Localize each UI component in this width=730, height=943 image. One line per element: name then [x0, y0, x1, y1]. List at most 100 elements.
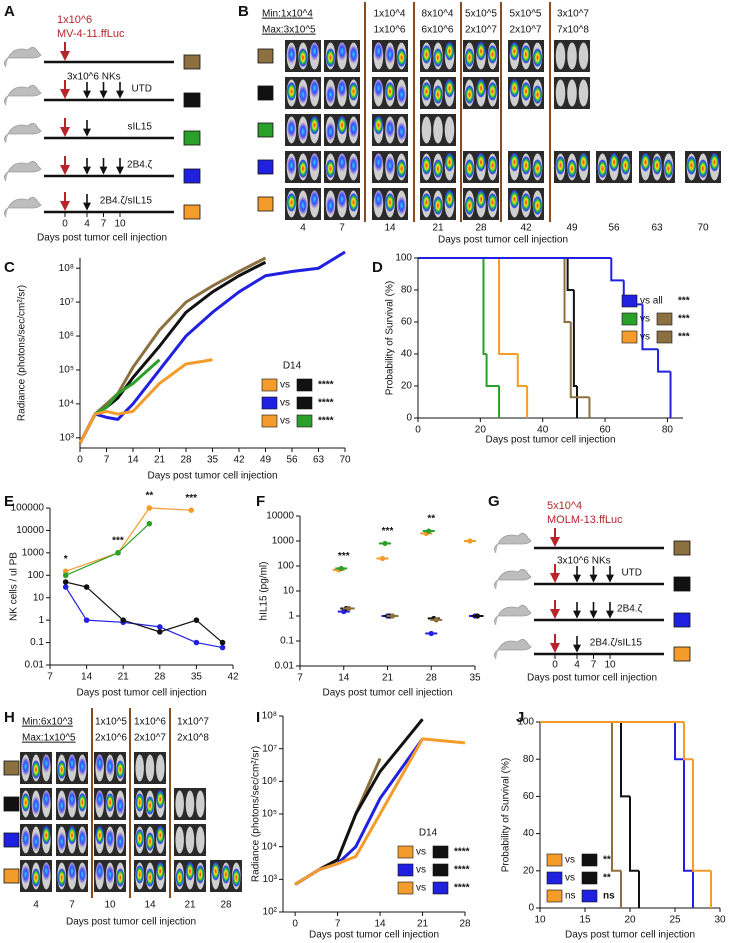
group-swatch [673, 540, 691, 556]
signal [156, 861, 165, 881]
y-tick-label: 10⁵ [262, 809, 277, 820]
mouse [196, 826, 205, 854]
survival-step [572, 290, 577, 387]
y-tick-label: 60 [523, 791, 535, 802]
x-tick-label: 35 [469, 673, 481, 684]
y-tick-label: 10000 [266, 511, 294, 522]
group-label: 2B4.ζ [617, 604, 643, 615]
signal [286, 155, 297, 175]
survival-step [611, 722, 621, 872]
y-tick-label: 10⁸ [262, 711, 277, 722]
mouse [567, 79, 577, 107]
mouse [421, 116, 432, 144]
point [379, 555, 386, 562]
x-tick-label: 25 [669, 915, 681, 926]
mouse [555, 79, 566, 107]
mouse-icon [4, 123, 42, 144]
x-tick-label: 28 [459, 919, 471, 930]
group-label: 2B4.ζ [127, 160, 153, 171]
y-tick-label: 10⁷ [262, 743, 277, 754]
group-swatch [257, 85, 274, 101]
survival-step [566, 258, 574, 291]
x-tick-label: 49 [260, 455, 272, 466]
signal [78, 828, 87, 849]
legend-significance: **** [318, 380, 334, 391]
mouse-icon [4, 161, 42, 182]
signal [57, 868, 66, 888]
signal [67, 753, 77, 773]
legend-significance: ** [603, 873, 611, 884]
x-tick-label: 28 [154, 672, 166, 683]
series-line [78, 358, 161, 444]
point [382, 540, 388, 547]
signal [385, 81, 395, 101]
signal [476, 152, 486, 172]
panel-label: F [256, 493, 265, 510]
group-label: UTD [131, 84, 152, 95]
panel-label: C [4, 259, 15, 276]
signal [396, 48, 407, 68]
x-tick-label: 42 [233, 455, 245, 466]
signal [444, 41, 455, 61]
y-tick-label: 1000 [22, 547, 45, 558]
panel-label: E [4, 493, 14, 510]
signal [156, 789, 165, 809]
point [219, 639, 226, 646]
x-tick-label: 35 [207, 455, 219, 466]
y-tick-label: 10³ [60, 432, 75, 443]
point [62, 584, 69, 590]
mouse [175, 790, 184, 818]
legend-swatch [432, 881, 449, 895]
signal [298, 85, 308, 105]
survival-step [683, 759, 693, 872]
signal [421, 81, 432, 101]
group-swatch [3, 760, 20, 776]
group-swatch [183, 54, 201, 70]
legend-swatch [546, 871, 563, 885]
y-tick-label: 0.01 [275, 661, 295, 672]
scale-label: 1x10^6 [374, 25, 406, 36]
scale-label: 2x10^7 [134, 733, 166, 744]
group-swatch [673, 612, 691, 628]
legend-swatch [581, 871, 598, 885]
x-tick-label: 20 [624, 915, 636, 926]
signal [95, 825, 104, 845]
signal [286, 81, 297, 101]
signal [196, 864, 205, 885]
signal [521, 192, 531, 212]
signal [464, 196, 475, 216]
signal [105, 756, 115, 777]
legend-text: vs [565, 873, 575, 884]
y-tick-label: 80 [401, 285, 413, 296]
x-tick-label: 0 [415, 425, 421, 436]
signal [652, 155, 662, 175]
signal [298, 196, 308, 216]
point [115, 550, 121, 556]
signal [95, 789, 104, 809]
signal [444, 152, 455, 172]
mouse [555, 42, 566, 70]
signal [348, 44, 359, 64]
x-axis-label: Days post tumor cell injection [565, 930, 695, 941]
series-line [78, 256, 267, 444]
signal [373, 41, 384, 61]
series-line [78, 358, 213, 444]
significance: *** [338, 551, 350, 562]
signal [298, 122, 308, 142]
mouse [185, 826, 195, 854]
signal [105, 828, 115, 849]
group-swatch [257, 122, 274, 138]
signal [444, 78, 455, 98]
signal [156, 825, 165, 845]
signal [421, 192, 432, 212]
day-label: 63 [651, 223, 663, 234]
y-tick-label: 10³ [263, 874, 278, 885]
signal [309, 115, 320, 135]
signal [116, 832, 125, 852]
day-label: 7 [339, 223, 345, 234]
y-tick-label: 0 [406, 413, 412, 424]
group-swatch [257, 159, 274, 175]
signal [373, 189, 384, 209]
signal [221, 864, 231, 885]
group-swatch [257, 196, 274, 212]
